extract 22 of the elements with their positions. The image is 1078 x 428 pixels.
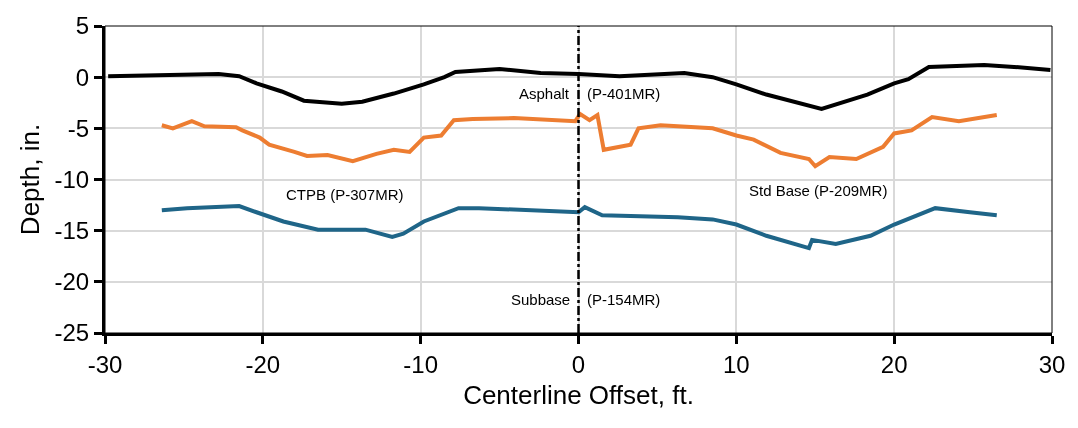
annotation: (P-154MR) (587, 291, 661, 308)
annotation: Std Base (P-209MR) (749, 182, 888, 199)
x-tick-label: 0 (571, 350, 586, 378)
x-tick-label: -20 (245, 350, 281, 378)
annotation: CTPB (P-307MR) (286, 186, 404, 203)
y-tick-label: 5 (75, 12, 90, 40)
annotation: Subbase (511, 291, 571, 308)
y-tick-label: -10 (54, 165, 90, 193)
x-tick-label: -30 (87, 350, 123, 378)
annotation: (P-401MR) (587, 85, 661, 102)
annotation: Asphalt (519, 85, 570, 102)
y-tick-label: 0 (75, 63, 90, 91)
y-axis-title: Depth, in. (14, 123, 45, 236)
x-axis-title: Centerline Offset, ft. (463, 380, 694, 411)
y-tick-label: -15 (54, 217, 90, 245)
x-tick-label: 30 (1038, 350, 1066, 378)
x-tick-label: 10 (722, 350, 750, 378)
x-tick-label: 20 (880, 350, 908, 378)
y-tick-label: -25 (54, 319, 90, 347)
y-tick-label: -20 (54, 268, 90, 296)
y-tick-label: -5 (67, 114, 90, 142)
x-tick-label: -10 (403, 350, 439, 378)
